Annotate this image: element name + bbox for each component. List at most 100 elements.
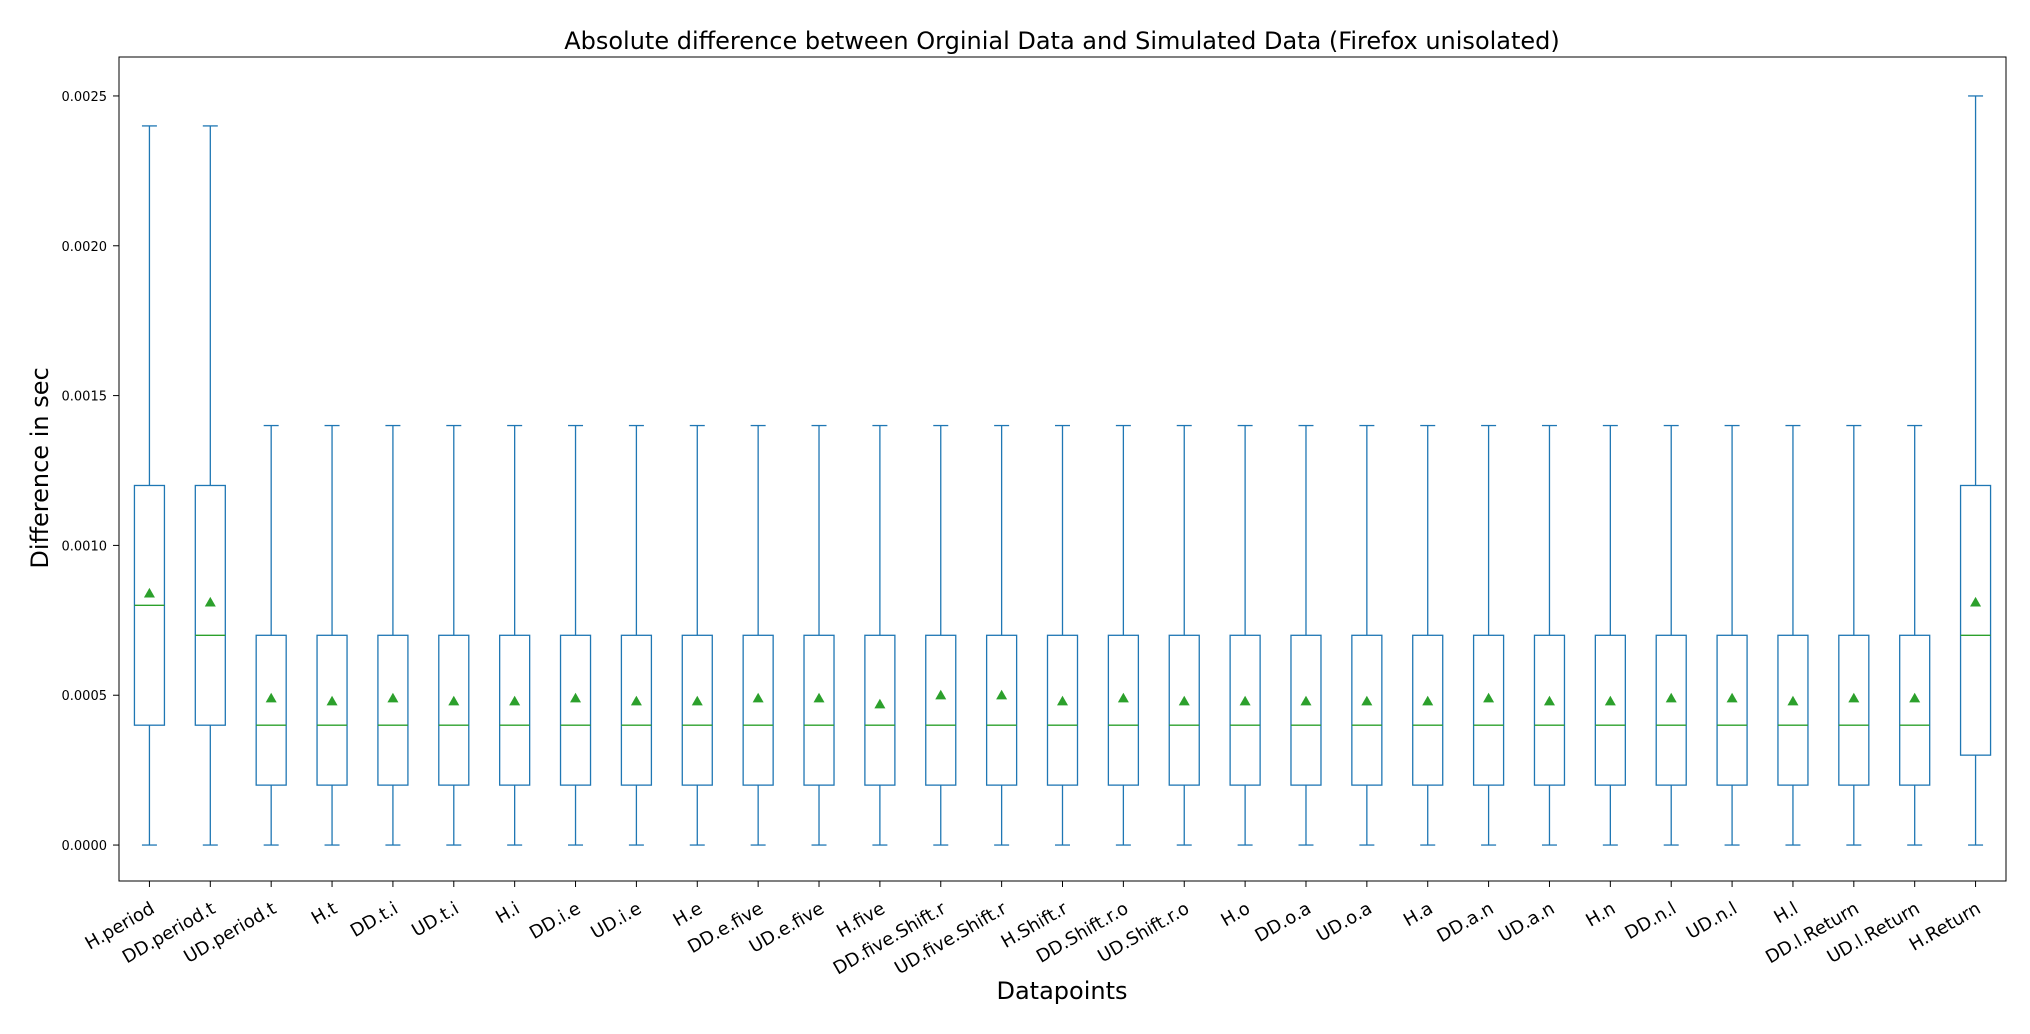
box-plot	[1899, 424, 1931, 846]
mean-marker	[813, 692, 825, 703]
mean-marker	[752, 692, 764, 703]
box-iqr	[1959, 484, 1992, 756]
mean-marker	[1604, 695, 1616, 706]
box-iqr	[803, 634, 835, 786]
box-iqr	[742, 634, 774, 786]
mean-marker	[1117, 692, 1129, 703]
box-plot	[1046, 424, 1079, 846]
y-axis-ticks: 0.0000 0.0005 0.0010 0.0015 0.0020 0.0025	[62, 90, 119, 854]
box-plot	[316, 424, 348, 846]
mean-marker	[1665, 692, 1677, 703]
box-plot	[499, 424, 531, 846]
y-tick-label: 0.0015	[62, 390, 108, 405]
y-tick-label: 0.0025	[62, 90, 108, 105]
mean-marker	[1909, 692, 1921, 703]
box-iqr	[559, 634, 592, 786]
mean-marker	[1422, 695, 1434, 706]
mean-marker	[874, 698, 886, 709]
box-plot	[864, 424, 896, 846]
mean-marker	[204, 596, 216, 607]
mean-marker	[1057, 695, 1068, 706]
box-plot	[133, 125, 166, 846]
box-iqr	[1290, 634, 1322, 786]
box-plot	[194, 125, 226, 846]
mean-marker	[509, 695, 521, 706]
box-plot	[620, 424, 653, 846]
mean-marker	[691, 695, 703, 706]
mean-marker	[1543, 695, 1555, 706]
mean-marker	[996, 689, 1008, 700]
box-plot	[1777, 424, 1809, 846]
box-plot	[1290, 424, 1322, 846]
mean-marker	[570, 692, 582, 703]
box-plot	[1838, 424, 1870, 846]
y-tick-label: 0.0020	[62, 240, 108, 255]
box-plot	[559, 424, 592, 846]
box-iqr	[1838, 634, 1870, 786]
box-plot	[1472, 424, 1505, 846]
box-plot	[1412, 424, 1444, 846]
box-plot	[985, 424, 1018, 846]
y-axis-label: Difference in sec	[26, 367, 54, 568]
box-iqr	[864, 634, 896, 786]
box-iqr	[1533, 634, 1566, 786]
box-plot	[803, 424, 835, 846]
plot-area-frame	[118, 56, 2007, 882]
box-iqr	[377, 634, 409, 786]
box-iqr	[925, 634, 957, 786]
mean-marker	[1726, 692, 1738, 703]
mean-marker	[1787, 695, 1799, 706]
box-iqr	[1594, 634, 1626, 786]
box-plot	[925, 424, 957, 846]
box-iqr	[438, 634, 470, 786]
mean-marker	[1239, 695, 1251, 706]
chart-title: Absolute difference between Orginial Dat…	[564, 27, 1560, 55]
box-plot	[681, 424, 713, 846]
box-iqr	[620, 634, 653, 786]
box-plot	[255, 424, 287, 846]
box-plots	[133, 95, 1992, 846]
box-iqr	[255, 634, 287, 786]
mean-marker	[630, 695, 642, 706]
box-iqr	[316, 634, 348, 786]
box-iqr	[985, 634, 1018, 786]
mean-marker	[448, 695, 460, 706]
box-plot	[1351, 424, 1383, 846]
box-plot	[1107, 424, 1140, 846]
box-iqr	[1229, 634, 1261, 786]
mean-marker	[1178, 695, 1190, 706]
y-tick-label: 0.0005	[62, 689, 108, 704]
box-iqr	[1046, 634, 1079, 786]
mean-marker	[1483, 692, 1495, 703]
box-plot	[1229, 424, 1261, 846]
box-iqr	[1655, 634, 1687, 786]
mean-marker	[143, 587, 155, 598]
box-iqr	[499, 634, 531, 786]
box-plot	[1168, 424, 1200, 846]
y-tick-label: 0.0000	[62, 839, 108, 854]
box-plot	[742, 424, 774, 846]
mean-marker	[1300, 695, 1312, 706]
box-iqr	[1716, 634, 1748, 786]
box-plot	[1716, 424, 1748, 846]
mean-marker	[265, 692, 277, 703]
box-iqr	[194, 484, 226, 726]
box-iqr	[1107, 634, 1140, 786]
box-iqr	[1899, 634, 1931, 786]
box-iqr	[681, 634, 713, 786]
mean-marker	[1970, 596, 1982, 607]
mean-marker	[1848, 692, 1860, 703]
mean-marker	[1361, 695, 1373, 706]
mean-marker	[387, 692, 399, 703]
box-plot	[1959, 95, 1992, 846]
box-iqr	[1777, 634, 1809, 786]
box-plot	[377, 424, 409, 846]
x-axis-label: Datapoints	[996, 977, 1127, 1005]
box-iqr	[1472, 634, 1505, 786]
box-plot	[438, 424, 470, 846]
box-iqr	[1168, 634, 1200, 786]
box-iqr	[1412, 634, 1444, 786]
y-tick-label: 0.0010	[62, 539, 108, 554]
